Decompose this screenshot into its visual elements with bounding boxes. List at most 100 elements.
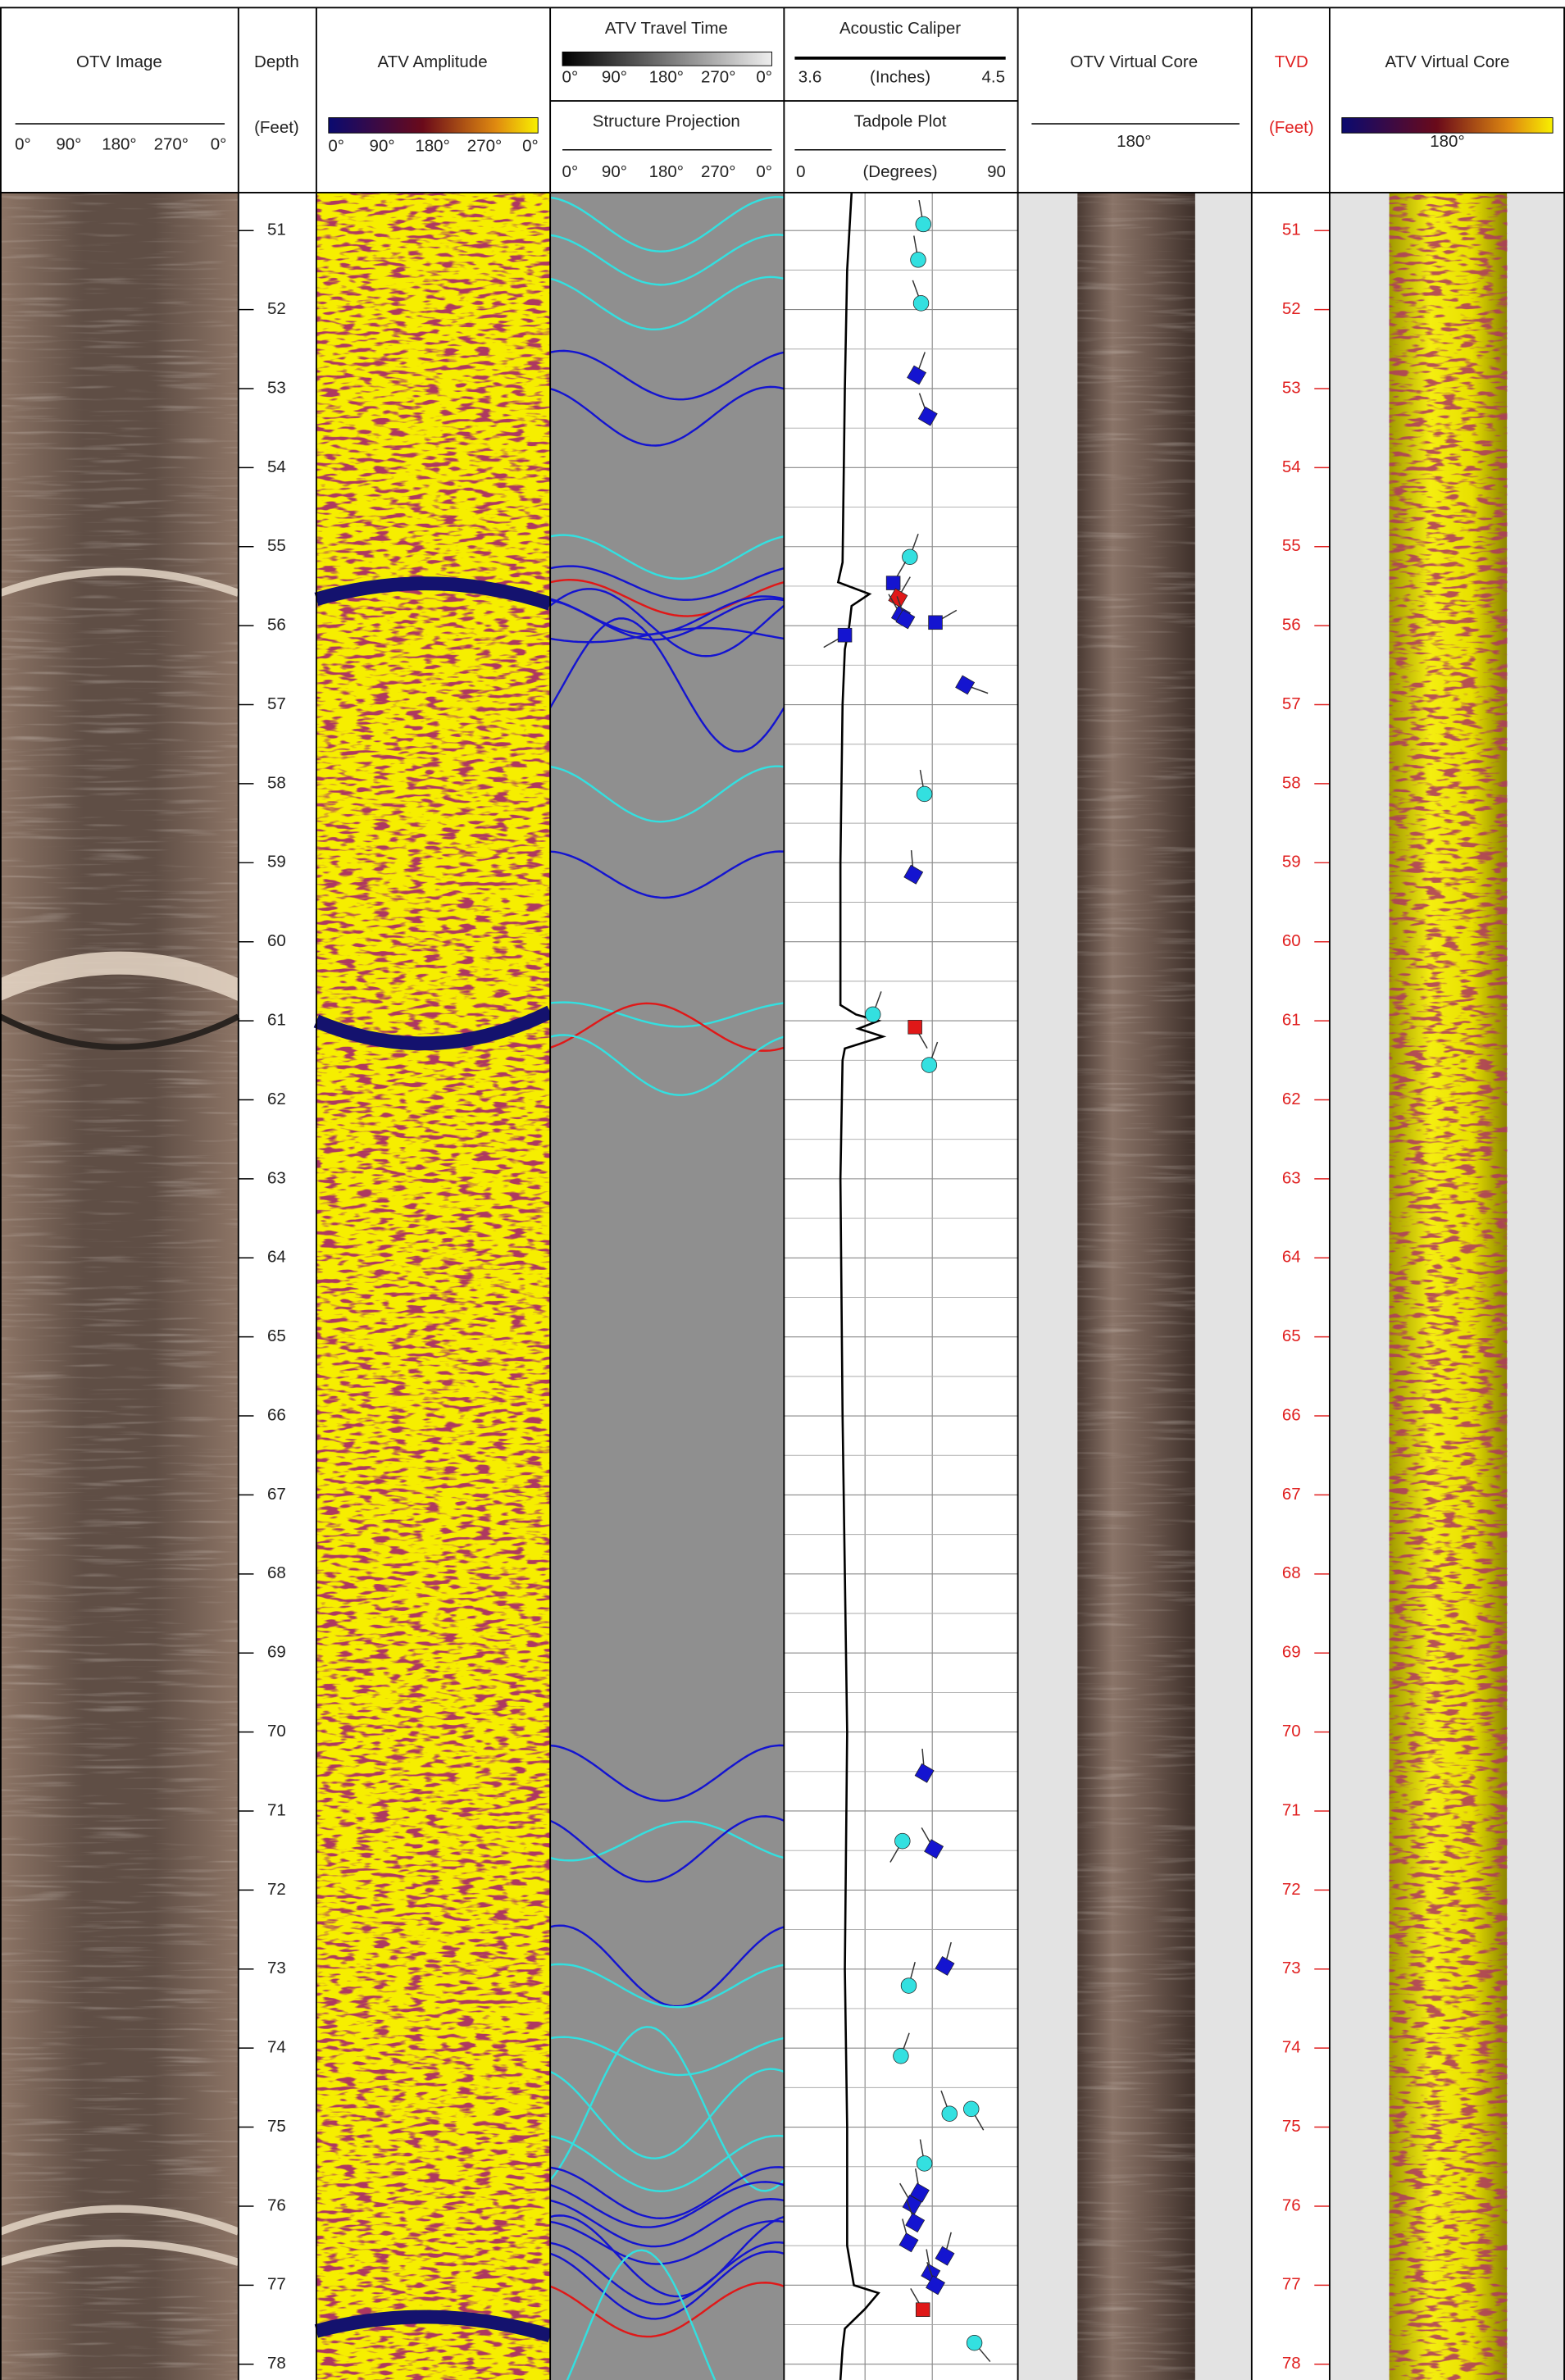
tvd-label: 67 <box>1282 1485 1301 1504</box>
caliper-min: 3.6 <box>798 68 821 87</box>
depth-label: 54 <box>267 457 286 476</box>
tvd-label: 71 <box>1282 1800 1301 1819</box>
tvd-label: 69 <box>1282 1643 1301 1662</box>
tadpole-head <box>942 2106 958 2122</box>
depth-label: 72 <box>267 1880 286 1899</box>
log-chart: 5151525253535454555556565757585859596060… <box>0 0 1565 2380</box>
tadpole-head <box>967 2335 982 2350</box>
tvd-label: 74 <box>1282 2038 1301 2057</box>
depth-label: 66 <box>267 1405 286 1424</box>
track-unit: (Inches) <box>870 68 930 87</box>
azimuth-label: 0° <box>211 135 227 154</box>
tvd-label: 55 <box>1282 536 1301 555</box>
tvd-label: 61 <box>1282 1011 1301 1030</box>
track-title: Acoustic Caliper <box>839 19 961 38</box>
azimuth-label: 0° <box>562 162 579 181</box>
track-title: TVD <box>1275 52 1308 71</box>
tadpole-head <box>929 616 943 630</box>
depth-label: 65 <box>267 1327 286 1345</box>
track-unit: (Degrees) <box>862 162 937 181</box>
depth-label: 56 <box>267 616 286 635</box>
tvd-label: 60 <box>1282 931 1301 950</box>
tadpole-head <box>911 253 926 268</box>
tadpole-head <box>894 2048 909 2064</box>
tadpole-head <box>917 2156 932 2172</box>
track-title: ATV Amplitude <box>378 52 488 71</box>
core-azimuth: 180° <box>1430 132 1464 151</box>
tadpole-head <box>916 2303 930 2317</box>
azimuth-label: 0° <box>15 135 31 154</box>
azimuth-label: 180° <box>415 136 449 155</box>
track-title: Tadpole Plot <box>854 112 947 131</box>
tvd-label: 72 <box>1282 1880 1301 1899</box>
tvd-label: 56 <box>1282 616 1301 635</box>
depth-label: 75 <box>267 2117 286 2136</box>
depth-label: 76 <box>267 2196 286 2214</box>
tvd-label: 58 <box>1282 773 1301 792</box>
core-colorbar <box>1342 118 1553 134</box>
structure-bg <box>550 193 784 2380</box>
tadpole-head <box>921 1058 937 1073</box>
azimuth-label: 180° <box>649 162 684 181</box>
tadpole-head <box>901 1978 917 1994</box>
tadpole-head <box>963 2101 979 2117</box>
azimuth-label: 90° <box>370 136 395 155</box>
depth-label: 70 <box>267 1722 286 1741</box>
travel-time-colorbar <box>562 52 771 66</box>
depth-label: 68 <box>267 1563 286 1582</box>
azimuth-label: 270° <box>467 136 502 155</box>
page: {"chart_data":{ "type":"log", "tracks":{… <box>0 0 1565 2380</box>
tvd-label: 64 <box>1282 1248 1301 1267</box>
tvd-label: 66 <box>1282 1405 1301 1424</box>
tvd-label: 53 <box>1282 378 1301 397</box>
track-title: Structure Projection <box>593 112 740 131</box>
amplitude-colorbar <box>329 118 538 134</box>
tvd-label: 77 <box>1282 2275 1301 2294</box>
azimuth-label: 0° <box>756 68 772 87</box>
depth-label: 60 <box>267 931 286 950</box>
azimuth-label: 0° <box>522 136 539 155</box>
azimuth-label: 270° <box>701 68 735 87</box>
tvd-label: 57 <box>1282 694 1301 713</box>
tadpole-head <box>838 628 852 642</box>
azimuth-label: 180° <box>102 135 136 154</box>
atv-core-spots <box>1390 193 1508 2380</box>
tvd-label: 63 <box>1282 1168 1301 1187</box>
tvd-label: 68 <box>1282 1563 1301 1582</box>
atv-amplitude <box>316 193 550 2380</box>
tadpole-head <box>865 1007 880 1022</box>
azimuth-label: 90° <box>602 162 627 181</box>
depth-label: 53 <box>267 378 286 397</box>
tvd-label: 65 <box>1282 1327 1301 1345</box>
depth-label: 52 <box>267 299 286 318</box>
tvd-label: 73 <box>1282 1959 1301 1977</box>
tadpole-max: 90 <box>987 162 1006 181</box>
depth-label: 61 <box>267 1011 286 1030</box>
azimuth-label: 270° <box>154 135 189 154</box>
track-title: OTV Virtual Core <box>1070 52 1198 71</box>
depth-label: 67 <box>267 1485 286 1504</box>
tadpole-head <box>886 576 900 590</box>
tadpole-head <box>895 1833 911 1849</box>
tadpole-head <box>903 549 918 565</box>
depth-label: 63 <box>267 1168 286 1187</box>
azimuth-label: 90° <box>602 68 627 87</box>
tvd-label: 52 <box>1282 299 1301 318</box>
tvd-label: 70 <box>1282 1722 1301 1741</box>
depth-label: 71 <box>267 1800 286 1819</box>
tvd-label: 54 <box>1282 457 1301 476</box>
depth-label: 57 <box>267 694 286 713</box>
track-title: ATV Travel Time <box>605 19 728 38</box>
azimuth-label: 0° <box>756 162 772 181</box>
track-title: ATV Virtual Core <box>1385 52 1509 71</box>
azimuth-label: 180° <box>649 68 684 87</box>
caliper-max: 4.5 <box>982 68 1005 87</box>
depth-label: 58 <box>267 773 286 792</box>
tvd-label: 51 <box>1282 221 1301 239</box>
depth-label: 74 <box>267 2038 286 2057</box>
depth-label: 69 <box>267 1643 286 1662</box>
otv-image <box>0 193 239 2380</box>
azimuth-label: 0° <box>328 136 344 155</box>
tvd-label: 75 <box>1282 2117 1301 2136</box>
tadpole-head <box>916 216 931 232</box>
